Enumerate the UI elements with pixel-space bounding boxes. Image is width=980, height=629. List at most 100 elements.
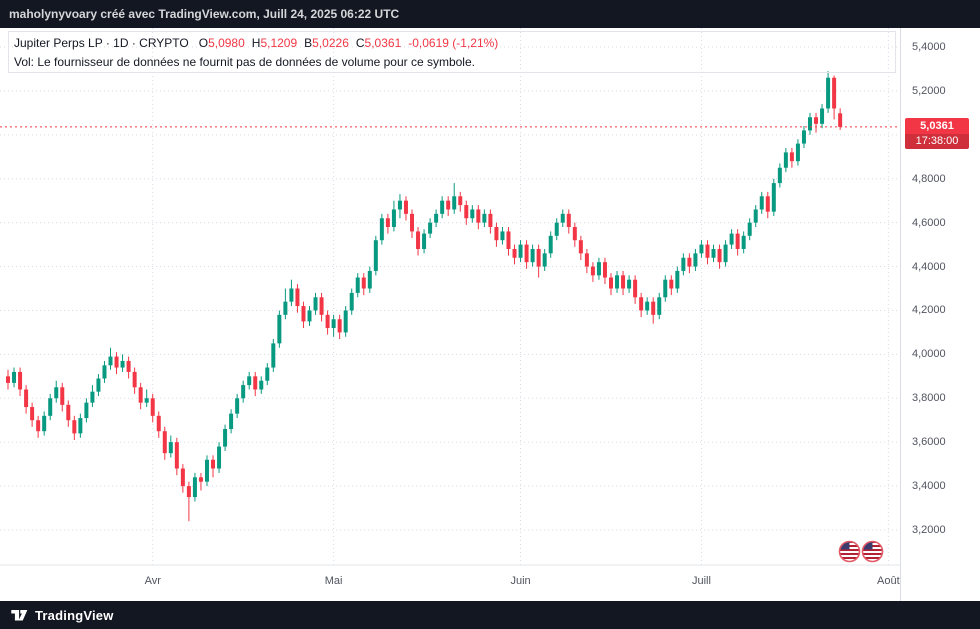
candle[interactable] (566, 209, 571, 234)
candle[interactable] (307, 306, 312, 326)
candle[interactable] (681, 253, 686, 276)
candle[interactable] (729, 229, 734, 249)
candle[interactable] (741, 231, 746, 254)
candle[interactable] (422, 229, 427, 254)
candle[interactable] (723, 240, 728, 267)
candle[interactable] (102, 360, 107, 383)
chart-canvas[interactable]: Avr Mai Juin Juill Août (0, 28, 900, 601)
candle[interactable] (801, 126, 806, 148)
candle[interactable] (705, 240, 710, 265)
candle[interactable] (186, 481, 191, 522)
candle[interactable] (506, 227, 511, 256)
candle[interactable] (211, 455, 216, 478)
candle[interactable] (482, 209, 487, 228)
candle[interactable] (229, 409, 234, 434)
candle[interactable] (765, 191, 770, 219)
candle[interactable] (832, 75, 837, 120)
candle[interactable] (838, 108, 843, 130)
tradingview-logo-icon[interactable] (9, 605, 29, 625)
candle[interactable] (615, 270, 620, 293)
candle[interactable] (771, 178, 776, 217)
candle[interactable] (693, 248, 698, 271)
candle[interactable] (657, 292, 662, 320)
candle[interactable] (168, 435, 173, 458)
candle[interactable] (699, 240, 704, 258)
candle[interactable] (198, 472, 203, 491)
candle[interactable] (735, 229, 740, 256)
candle[interactable] (12, 367, 17, 388)
price-axis[interactable]: 5,0361 17:38:00 3,2000 3,4000 3,6000 3,8000… (900, 28, 980, 601)
candle[interactable] (596, 257, 601, 280)
candle[interactable] (795, 139, 800, 166)
candle[interactable] (542, 248, 547, 271)
candle[interactable] (717, 244, 722, 269)
candle[interactable] (639, 292, 644, 318)
candle[interactable] (36, 415, 41, 438)
candle[interactable] (536, 244, 541, 278)
candle[interactable] (120, 354, 125, 372)
candle[interactable] (60, 382, 65, 412)
candle[interactable] (96, 374, 101, 397)
candle[interactable] (325, 310, 330, 335)
candle[interactable] (108, 347, 113, 370)
candle[interactable] (590, 262, 595, 282)
candle[interactable] (494, 222, 499, 247)
candle[interactable] (271, 338, 276, 372)
candle[interactable] (331, 314, 336, 337)
candle[interactable] (319, 292, 324, 322)
candle[interactable] (150, 393, 155, 423)
candle[interactable] (54, 380, 59, 403)
candle[interactable] (500, 227, 505, 245)
candle[interactable] (814, 112, 819, 133)
candle[interactable] (30, 402, 35, 427)
candle[interactable] (90, 385, 95, 408)
candle[interactable] (265, 363, 270, 386)
candle[interactable] (446, 196, 451, 217)
candle[interactable] (488, 209, 493, 234)
us-flag-icon[interactable] (861, 540, 884, 563)
candle[interactable] (259, 376, 264, 394)
candle[interactable] (584, 248, 589, 274)
candle[interactable] (820, 104, 825, 129)
candle[interactable] (416, 227, 421, 256)
candle[interactable] (826, 71, 831, 113)
candle[interactable] (367, 266, 372, 293)
candle[interactable] (452, 183, 457, 214)
candle[interactable] (675, 266, 680, 293)
candle[interactable] (777, 163, 782, 188)
candle[interactable] (759, 191, 764, 214)
candle[interactable] (247, 371, 252, 390)
candle[interactable] (66, 400, 71, 427)
candle[interactable] (126, 356, 131, 379)
candle[interactable] (295, 284, 300, 313)
tradingview-brand[interactable]: TradingView (35, 607, 114, 623)
candle[interactable] (458, 191, 463, 212)
candle[interactable] (711, 244, 716, 263)
candle[interactable] (548, 231, 553, 258)
candle[interactable] (385, 213, 390, 234)
candle[interactable] (114, 352, 119, 375)
candle[interactable] (241, 380, 246, 403)
candle[interactable] (633, 275, 638, 304)
candle[interactable] (753, 205, 758, 228)
candle[interactable] (428, 218, 433, 239)
candle[interactable] (289, 279, 294, 307)
candle[interactable] (410, 209, 415, 239)
candle[interactable] (572, 222, 577, 247)
candle[interactable] (687, 253, 692, 274)
candle[interactable] (645, 297, 650, 315)
candle[interactable] (283, 288, 288, 320)
candle[interactable] (138, 382, 143, 410)
candle[interactable] (156, 411, 161, 438)
candle[interactable] (373, 235, 378, 276)
candle[interactable] (663, 275, 668, 302)
candle[interactable] (621, 270, 626, 296)
candle[interactable] (391, 200, 396, 232)
candle[interactable] (18, 367, 23, 397)
candle[interactable] (578, 235, 583, 260)
candle[interactable] (530, 244, 535, 267)
candle[interactable] (144, 389, 149, 408)
candle[interactable] (361, 273, 366, 296)
candle[interactable] (162, 426, 167, 460)
candle[interactable] (602, 257, 607, 285)
